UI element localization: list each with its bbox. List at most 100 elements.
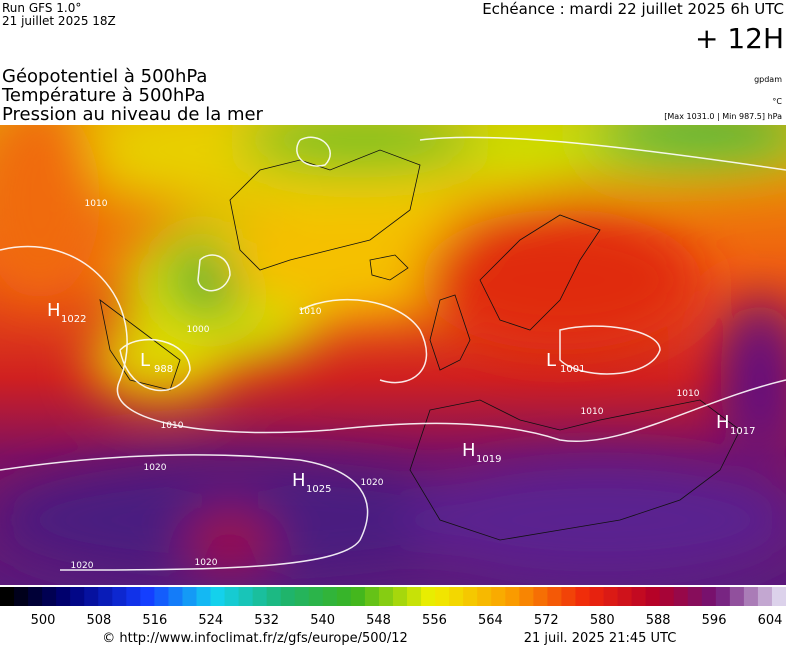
map-field [0, 125, 786, 585]
colorbar-swatch [659, 587, 675, 606]
colorbar-swatch [126, 587, 141, 606]
colorbar-swatch [294, 587, 310, 606]
run-date: 21 juillet 2025 18Z [2, 14, 116, 28]
colorbar-swatch [449, 587, 464, 606]
colorbar-swatch [42, 587, 57, 606]
colorbar-swatch [154, 587, 169, 606]
colorbar-tick-label: 556 [422, 613, 447, 628]
pressure-center-value: 1001 [560, 364, 585, 375]
isobar-label: 1020 [361, 478, 384, 488]
colorbar-tick-label: 500 [31, 613, 56, 628]
colorbar-swatch [224, 587, 240, 606]
colorbar-swatch [56, 587, 71, 606]
footer-url: © http://www.infoclimat.fr/z/gfs/europe/… [102, 631, 408, 646]
isobars [0, 136, 786, 571]
colorbar-swatch [561, 587, 576, 606]
colorbar-swatch [673, 587, 689, 606]
colorbar-tick-label: 532 [254, 613, 279, 628]
colorbar-tick-label: 580 [590, 613, 615, 628]
colorbar-swatch [182, 587, 197, 606]
echeance: Echéance : mardi 22 juillet 2025 6h UTC [482, 0, 784, 18]
colorbar-tick-label: 516 [142, 613, 167, 628]
unit-label: °C [772, 97, 782, 106]
isobar-label: 1010 [161, 421, 184, 431]
colorbar-swatch [364, 587, 380, 606]
colorbar-swatch [322, 587, 338, 606]
isobar-label: 1000 [187, 325, 210, 335]
isobar-label: 1020 [195, 558, 218, 568]
colorbar-tick-label: 564 [478, 613, 503, 628]
colorbar-swatch [715, 587, 731, 606]
colorbar-swatch [14, 587, 29, 606]
colorbar-swatch [168, 587, 183, 606]
colorbar-tick-label: 604 [758, 613, 783, 628]
pressure-center-type: H [462, 440, 476, 461]
colorbar-swatch [84, 587, 99, 606]
pressure-center-value: 988 [154, 364, 173, 375]
colorbar-swatch [435, 587, 450, 606]
colorbar-swatch [112, 587, 127, 606]
colorbar-tick-label: 548 [366, 613, 391, 628]
pressure-center-type: H [716, 412, 730, 433]
colorbar-swatch [266, 587, 282, 606]
colorbar-swatch [701, 587, 717, 606]
colorbar-swatch [771, 587, 786, 606]
unit-label: gpdam [754, 75, 782, 84]
colorbar-swatch [631, 587, 647, 606]
lead-time: + 12H [695, 22, 784, 55]
colorbar-swatch [210, 587, 226, 606]
isobar-label: 1020 [144, 463, 167, 473]
colorbar-swatch [463, 587, 478, 606]
colorbar-swatch [519, 587, 534, 606]
colorbar-swatch [336, 587, 352, 606]
coastlines [99, 149, 741, 541]
isobar-label: 1010 [85, 199, 108, 209]
colorbar-swatch [645, 587, 661, 606]
colorbar-swatch [378, 587, 394, 606]
colorbar-swatch [70, 587, 85, 606]
footer-timestamp: 21 juil. 2025 21:45 UTC [524, 631, 677, 646]
layer-label: Géopotentiel à 500hPa [2, 66, 207, 87]
colorbar-swatch [757, 587, 773, 606]
colorbar-swatch [617, 587, 633, 606]
colorbar-swatch [393, 587, 408, 606]
colorbar-swatch [196, 587, 212, 606]
pressure-center-type: H [292, 470, 306, 491]
colorbar-swatch [505, 587, 520, 606]
pressure-center-value: 1025 [306, 484, 331, 495]
colorbar-swatch [407, 587, 422, 606]
colorbar-swatch [308, 587, 324, 606]
isobar-label: 1010 [677, 389, 700, 399]
colorbar-swatch [140, 587, 155, 606]
colorbar-swatch [0, 587, 15, 606]
colorbar-swatch [491, 587, 506, 606]
colorbar-tick-label: 572 [534, 613, 559, 628]
colorbar: 500 508 516 524 532 540 548 556 564 572 580 588 596 6… [0, 587, 786, 628]
pressure-center-value: 1017 [730, 426, 755, 437]
layer-label: Température à 500hPa [1, 85, 205, 106]
pressure-center-type: L [546, 350, 556, 371]
colorbar-tick-label: 524 [198, 613, 223, 628]
colorbar-swatch [589, 587, 605, 606]
colorbar-swatch [575, 587, 590, 606]
run-label: Run GFS 1.0° [2, 1, 81, 15]
colorbar-tick-label: 540 [310, 613, 335, 628]
colorbar-swatch [603, 587, 619, 606]
colorbar-tick-label: 596 [702, 613, 727, 628]
colorbar-swatch [98, 587, 113, 606]
layer-label: Pression au niveau de la mer [2, 104, 264, 125]
colorbar-swatch [743, 587, 759, 606]
unit-label: [Max 1031.0 | Min 987.5] hPa [664, 112, 782, 121]
colorbar-tick-label: 508 [87, 613, 112, 628]
isobar-label: 1020 [71, 561, 94, 571]
colorbar-swatch [729, 587, 745, 606]
isobar-label: 1010 [581, 407, 604, 417]
colorbar-swatch [252, 587, 268, 606]
colorbar-swatch [533, 587, 548, 606]
colorbar-tick-label: 588 [646, 613, 671, 628]
pressure-center-value: 1019 [476, 454, 501, 465]
pressure-center-value: 1022 [61, 314, 86, 325]
colorbar-swatch [421, 587, 436, 606]
colorbar-swatch [547, 587, 562, 606]
